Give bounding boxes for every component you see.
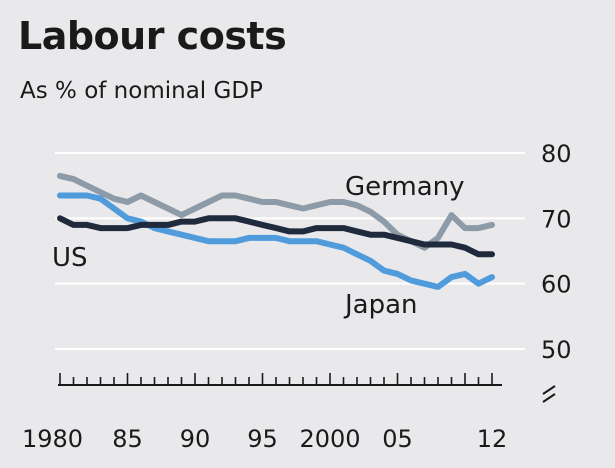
series-line-us bbox=[57, 215, 495, 258]
y-tick-label: 50 bbox=[541, 336, 572, 364]
x-tick-label: 2000 bbox=[299, 425, 360, 453]
y-tick-label: 70 bbox=[541, 205, 572, 233]
series-label-us: US bbox=[52, 243, 88, 273]
series-label-germany: Germany bbox=[345, 172, 465, 202]
x-tick-label: 95 bbox=[247, 425, 278, 453]
axis-break-mark bbox=[542, 385, 556, 403]
y-tick-label: 60 bbox=[541, 271, 572, 299]
series-line-japan bbox=[57, 192, 495, 290]
x-tick-label: 90 bbox=[180, 425, 211, 453]
chart-title: Labour costs bbox=[18, 14, 287, 58]
x-tick-label: 12 bbox=[477, 425, 508, 453]
series-label-japan: Japan bbox=[343, 290, 418, 320]
x-tick-label: 05 bbox=[382, 425, 413, 453]
x-tick-label: 85 bbox=[112, 425, 143, 453]
x-tick-label: 1980 bbox=[22, 425, 83, 453]
y-tick-label: 80 bbox=[541, 140, 572, 168]
chart-subtitle: As % of nominal GDP bbox=[20, 78, 263, 104]
